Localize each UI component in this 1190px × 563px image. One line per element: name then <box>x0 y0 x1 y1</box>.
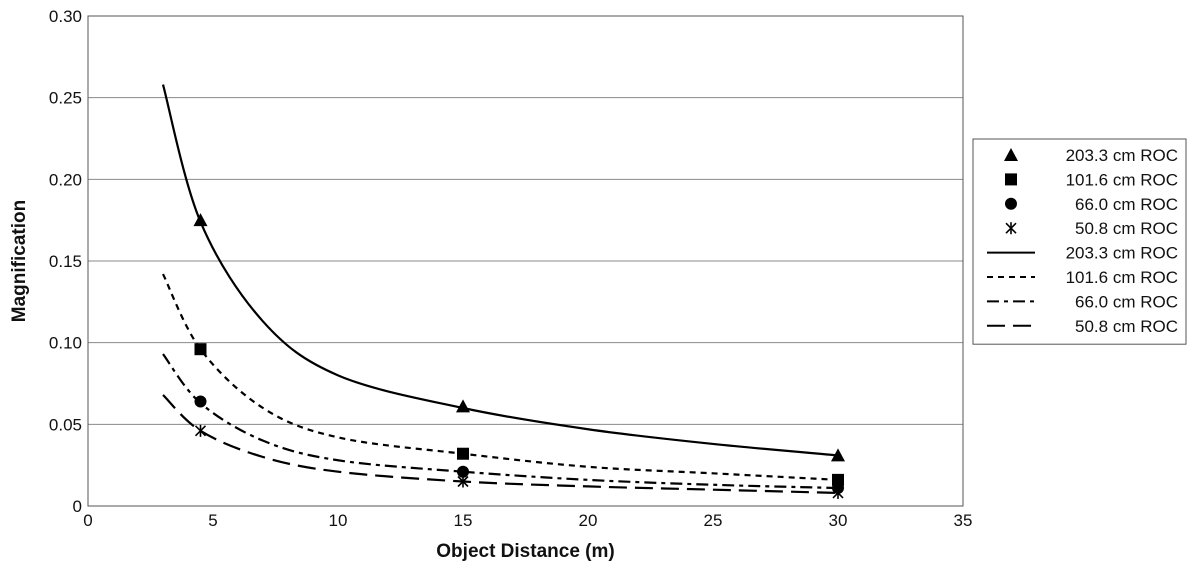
series-point-0-0 <box>193 213 208 227</box>
x-tick-label: 15 <box>454 511 473 530</box>
x-tick-label: 10 <box>329 511 348 530</box>
legend-label-1: 101.6 cm ROC <box>1066 170 1178 189</box>
legend-label-7: 50.8 cm ROC <box>1075 317 1178 336</box>
legend-label-6: 66.0 cm ROC <box>1075 292 1178 311</box>
series-point-2-0 <box>194 395 207 408</box>
x-tick-label: 25 <box>704 511 723 530</box>
grid-lines <box>88 15 963 425</box>
series-curve-4 <box>161 84 839 457</box>
x-tick-label: 20 <box>579 511 598 530</box>
y-tick-label: 0.05 <box>49 415 82 434</box>
series-point-2-1 <box>457 465 469 478</box>
series-point-1-1 <box>457 447 469 460</box>
x-tick-label: 35 <box>954 511 973 530</box>
y-tick-label: 0.15 <box>49 252 82 271</box>
x-tick-labels: 0 5 10 15 20 25 30 35 <box>83 511 972 530</box>
y-tick-label: 0 <box>73 497 82 516</box>
x-tick-label: 30 <box>829 511 848 530</box>
legend-label-3: 50.8 cm ROC <box>1075 219 1178 238</box>
series-curve-5 <box>162 273 839 481</box>
series-point-3-2 <box>832 486 844 499</box>
y-tick-label: 0.10 <box>49 334 82 353</box>
y-tick-label: 0.20 <box>49 170 82 189</box>
series-point-3-0 <box>194 424 207 437</box>
legend: 203.3 cm ROC 101.6 cm ROC 66.0 cm ROC 50.8 … <box>972 138 1187 345</box>
y-tick-label: 0.25 <box>49 89 82 108</box>
plot-area-frame <box>87 15 964 507</box>
x-tick-label: 5 <box>208 511 217 530</box>
legend-marker-0 <box>1004 148 1018 161</box>
series-point-0-1 <box>456 399 470 413</box>
x-axis-title: Object Distance (m) <box>436 541 614 562</box>
series-curve-6 <box>162 353 839 490</box>
legend-marker-2 <box>1005 197 1017 210</box>
y-axis-title: Magnification <box>9 200 30 322</box>
legend-label-5: 101.6 cm ROC <box>1066 268 1178 287</box>
series-point-0-2 <box>831 448 845 462</box>
series-point-1-0 <box>194 343 207 356</box>
x-tick-label: 0 <box>83 511 92 530</box>
y-tick-labels: 0 0.05 0.10 0.15 0.20 0.25 0.30 <box>49 7 82 516</box>
series-curves <box>161 84 839 495</box>
series-points <box>193 213 845 499</box>
legend-marker-1 <box>1005 173 1017 186</box>
series-curve-7 <box>162 394 839 495</box>
legend-label-0: 203.3 cm ROC <box>1066 146 1178 165</box>
legend-box <box>972 138 1187 345</box>
legend-marker-3 <box>1005 222 1017 235</box>
y-tick-label: 0.30 <box>49 7 82 26</box>
series-point-3-1 <box>457 475 469 488</box>
legend-label-4: 203.3 cm ROC <box>1066 244 1178 263</box>
legend-label-2: 66.0 cm ROC <box>1075 195 1178 214</box>
